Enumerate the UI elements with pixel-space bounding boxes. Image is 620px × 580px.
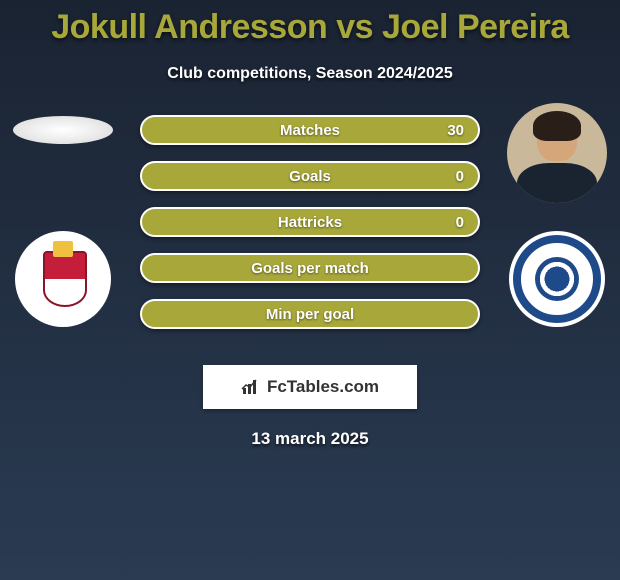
stat-bar-goals: Goals 0 bbox=[140, 161, 480, 191]
right-player-avatar bbox=[507, 103, 607, 203]
stat-label: Goals per match bbox=[251, 260, 369, 277]
stat-label: Min per goal bbox=[266, 306, 354, 323]
stat-bar-matches: Matches 30 bbox=[140, 115, 480, 145]
right-club-badge bbox=[509, 231, 605, 327]
right-player-column bbox=[502, 103, 612, 327]
watermark-text: FcTables.com bbox=[267, 377, 379, 397]
stat-label: Hattricks bbox=[278, 214, 342, 231]
watermark: FcTables.com bbox=[203, 365, 417, 409]
left-player-avatar bbox=[13, 116, 113, 144]
stat-value-right: 0 bbox=[456, 214, 464, 231]
stat-bars: Matches 30 Goals 0 Hattricks 0 Goals per… bbox=[140, 111, 480, 329]
left-player-column bbox=[8, 103, 118, 327]
stat-bar-goals-per-match: Goals per match bbox=[140, 253, 480, 283]
stat-bar-hattricks: Hattricks 0 bbox=[140, 207, 480, 237]
stat-label: Goals bbox=[289, 168, 331, 185]
stat-label: Matches bbox=[280, 122, 340, 139]
stat-value-right: 0 bbox=[456, 168, 464, 185]
date-line: 13 march 2025 bbox=[0, 429, 620, 449]
page-title: Jokull Andresson vs Joel Pereira bbox=[0, 0, 620, 47]
chart-icon bbox=[241, 378, 261, 396]
page-subtitle: Club competitions, Season 2024/2025 bbox=[0, 65, 620, 83]
stat-bar-min-per-goal: Min per goal bbox=[140, 299, 480, 329]
comparison-panel: Matches 30 Goals 0 Hattricks 0 Goals per… bbox=[0, 111, 620, 361]
stat-value-right: 30 bbox=[447, 122, 464, 139]
left-club-badge bbox=[15, 231, 111, 327]
